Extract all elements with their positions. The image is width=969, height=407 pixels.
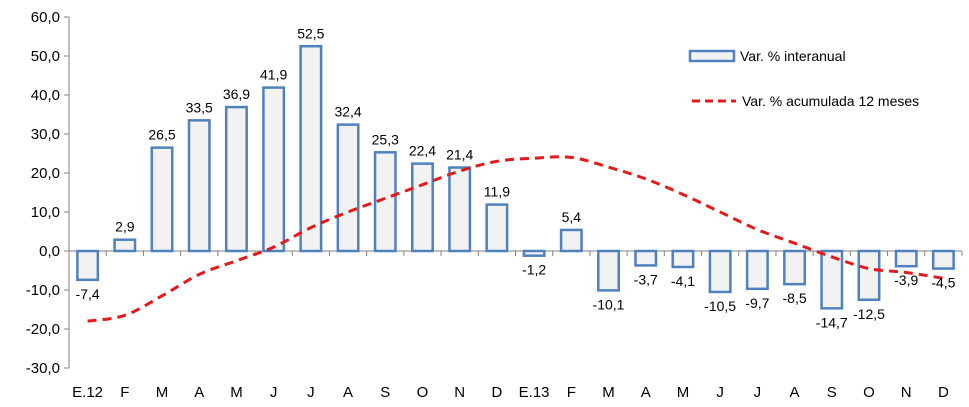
legend-bar-label: Var. % interanual — [740, 48, 846, 64]
bar — [857, 249, 881, 301]
x-tick-label: O — [863, 384, 875, 401]
bar-data-label: -10,1 — [593, 296, 625, 312]
y-tick-label: 40,0 — [31, 87, 60, 104]
x-tick-label: M — [677, 384, 690, 401]
bar — [745, 249, 769, 291]
y-tick-label: 10,0 — [31, 204, 60, 221]
x-tick-label: A — [343, 384, 353, 401]
bar-data-label: 36,9 — [223, 86, 250, 102]
x-tick-label: A — [194, 384, 204, 401]
bar-data-label: 26,5 — [148, 127, 175, 143]
bar — [485, 203, 509, 253]
bar-data-label: -14,7 — [816, 314, 848, 330]
y-tick-label: -30,0 — [26, 360, 60, 377]
bar — [708, 249, 732, 294]
bar-data-label: 5,4 — [562, 209, 582, 225]
x-tick-label: S — [380, 384, 390, 401]
bar-data-label: 32,4 — [334, 104, 361, 120]
bar-data-label: -8,5 — [783, 290, 807, 306]
x-tick-label: E.12 — [72, 384, 103, 401]
x-tick-label: J — [716, 384, 724, 401]
y-tick-label: -20,0 — [26, 321, 60, 338]
bar-data-label: -9,7 — [745, 295, 769, 311]
bar — [559, 228, 583, 253]
y-axis: -30,0 -20,0 -10,0 0,0 10,0 20,0 30,0 40,0 50,0 60… — [26, 9, 70, 377]
bar — [76, 249, 100, 282]
bar — [410, 162, 434, 253]
bar-data-label: -12,5 — [853, 306, 885, 322]
bar — [894, 249, 918, 268]
y-tick-label: 50,0 — [31, 48, 60, 65]
x-tick-label: M — [602, 384, 615, 401]
legend: Var. % interanual Var. % acumulada 12 me… — [688, 48, 919, 109]
x-tick-label: E.13 — [519, 384, 550, 401]
x-tick-label: J — [754, 384, 762, 401]
bar-data-label: 11,9 — [484, 184, 510, 200]
x-tick-label: M — [156, 384, 169, 401]
bar — [373, 151, 397, 253]
bar — [671, 249, 695, 269]
x-tick-label: D — [491, 384, 502, 401]
y-tick-label: -10,0 — [26, 282, 60, 299]
y-tick-label: 60,0 — [31, 9, 60, 26]
x-tick-label: A — [790, 384, 800, 401]
y-tick-label: 20,0 — [31, 165, 60, 182]
bar-data-label: 41,9 — [260, 67, 287, 83]
bar-data-label: 25,3 — [372, 131, 399, 147]
bar — [150, 146, 174, 253]
bar-data-label: 22,4 — [409, 143, 436, 159]
line-path — [87, 155, 944, 323]
bar-data-label: 2,9 — [115, 219, 135, 235]
bar — [931, 249, 955, 270]
x-tick-label: N — [454, 384, 465, 401]
bar — [597, 249, 621, 292]
bar-data-label: 21,4 — [446, 147, 473, 163]
legend-bar-swatch — [688, 49, 736, 63]
x-tick-label: F — [567, 384, 576, 401]
line-series — [87, 155, 944, 323]
y-tick-label: 30,0 — [31, 126, 60, 143]
bar — [820, 249, 844, 310]
bar-data-label: -3,7 — [634, 271, 658, 287]
x-tick-label: J — [307, 384, 315, 401]
x-tick-label: F — [120, 384, 129, 401]
bar — [634, 249, 658, 267]
bar-data-label: -10,5 — [704, 298, 736, 314]
x-tick-label: O — [417, 384, 429, 401]
data-labels: -7,4 2,9 26,5 33,5 36,9 41,9 52,5 32,4 25,3 22,4 2… — [76, 25, 956, 330]
x-tick-label: M — [230, 384, 243, 401]
bar-data-label: -7,4 — [76, 286, 100, 302]
bar — [187, 119, 211, 253]
bar-data-label: 33,5 — [186, 99, 213, 115]
bar — [299, 45, 323, 253]
bar — [224, 105, 248, 253]
bar-data-label: -4,5 — [931, 275, 955, 291]
y-tick-label: 0,0 — [39, 243, 60, 260]
x-axis: E.12 F M A M J J A S O N D E.13 F M A M J J A S O N D — [68, 250, 963, 401]
bar-data-label: 52,5 — [297, 25, 324, 41]
bar — [783, 249, 807, 286]
bar — [522, 249, 546, 257]
bar-series — [76, 45, 955, 310]
x-tick-label: J — [270, 384, 278, 401]
bar-data-label: -4,1 — [671, 273, 695, 289]
bar — [113, 238, 137, 253]
x-tick-label: N — [901, 384, 912, 401]
bar-data-label: -3,9 — [894, 272, 918, 288]
legend-line-label: Var. % acumulada 12 meses — [742, 93, 919, 109]
x-tick-label: S — [827, 384, 837, 401]
bar — [262, 86, 286, 253]
bar-data-label: -1,2 — [522, 262, 546, 278]
bar — [336, 123, 360, 253]
x-tick-label: A — [641, 384, 651, 401]
x-tick-label: D — [938, 384, 949, 401]
bar — [448, 166, 472, 253]
